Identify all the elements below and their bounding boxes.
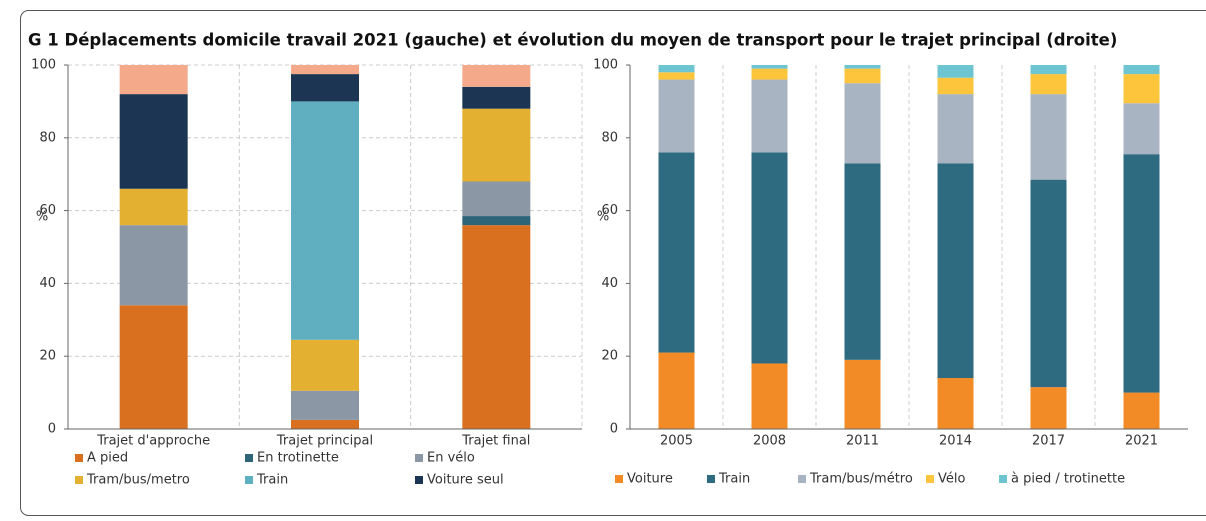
x-tick-label: 2005 [660,434,693,449]
y-tick-label: 80 [39,130,56,145]
legend-swatch [75,454,83,462]
legend-label: Tram/bus/métro [809,472,913,487]
bar-segment [462,108,531,182]
bar-segment [119,94,188,189]
legend-swatch [926,475,934,483]
bar-segment [1123,65,1160,75]
bar-segment [658,65,695,73]
legend-label: A pied [87,451,128,466]
bar-segment [1030,65,1067,75]
bar-segment [844,163,881,360]
legend-swatch [245,476,253,484]
bar-segment [462,65,531,87]
bar-segment [291,101,359,340]
y-tick-label: 60 [601,203,618,218]
bar-segment [937,65,974,78]
bar-segment [119,305,188,429]
bar-segment [844,65,881,69]
y-tick-label: 100 [31,58,56,73]
bar-segment [658,72,695,80]
bar-segment [751,79,788,153]
legend-swatch [415,476,423,484]
bar-segment [937,94,974,164]
y-axis-label: % [36,210,48,225]
y-tick-label: 80 [601,130,618,145]
legend-label: Voiture seul [427,473,504,488]
bar-segment [462,86,531,109]
y-tick-label: 40 [601,276,618,291]
bar-segment [937,378,974,429]
y-tick-label: 0 [48,422,56,437]
bar-segment [291,390,359,420]
y-tick-label: 40 [39,276,56,291]
bar-segment [119,65,188,95]
legend-label: Tram/bus/metro [86,473,190,488]
legend-swatch [615,475,623,483]
bar-segment [658,352,695,429]
x-tick-label: Trajet final [461,434,530,449]
bar-segment [119,188,188,226]
x-tick-label: 2021 [1125,434,1158,449]
bar-segment [1030,94,1067,180]
bar-segment [1123,103,1160,155]
bar-segment [291,74,359,102]
bar-segment [844,83,881,164]
legend-label: Voiture [627,472,673,487]
legend-label: Train [256,473,288,488]
bar-segment [462,181,531,217]
bar-segment [462,216,531,226]
legend-swatch [798,475,806,483]
title: G 1 Déplacements domicile travail 2021 (… [28,31,1117,50]
legend-swatch [75,476,83,484]
legend-label: à pied / trotinette [1011,472,1125,487]
legend-swatch [707,475,715,483]
x-tick-label: 2008 [753,434,786,449]
legend-swatch [999,475,1007,483]
bar-segment [751,65,788,69]
legend-swatch [245,454,253,462]
y-axis-label: % [597,210,609,225]
y-tick-label: 0 [610,422,618,437]
bar-segment [291,65,359,75]
x-tick-label: 2017 [1032,434,1065,449]
x-tick-label: 2011 [846,434,879,449]
bar-segment [1030,387,1067,429]
bar-segment [751,152,788,364]
frame [20,10,1206,516]
bar-segment [844,68,881,84]
y-tick-label: 60 [39,203,56,218]
y-tick-label: 20 [39,349,56,364]
legend-label: En trotinette [257,451,339,466]
bar-segment [751,363,788,429]
bar-segment [844,359,881,429]
bar-segment [1030,74,1067,95]
x-tick-label: Trajet principal [276,434,373,449]
bar-segment [658,152,695,353]
bar-segment [291,419,359,429]
bar-segment [119,225,188,306]
bar-segment [462,225,531,429]
bar-segment [1030,179,1067,388]
bar-segment [1123,74,1160,104]
bar-segment [937,163,974,379]
bar-segment [751,68,788,80]
bar-segment [1123,154,1160,393]
y-tick-label: 100 [593,58,618,73]
legend-label: Train [718,472,750,487]
x-tick-label: Trajet d'approche [96,434,210,449]
bar-segment [937,77,974,95]
bar-segment [291,339,359,391]
legend-label: Vélo [938,472,965,487]
legend-swatch [415,454,423,462]
bar-segment [1123,392,1160,429]
legend-label: En vélo [427,451,475,466]
y-tick-label: 20 [601,349,618,364]
bar-segment [658,79,695,153]
x-tick-label: 2014 [939,434,972,449]
